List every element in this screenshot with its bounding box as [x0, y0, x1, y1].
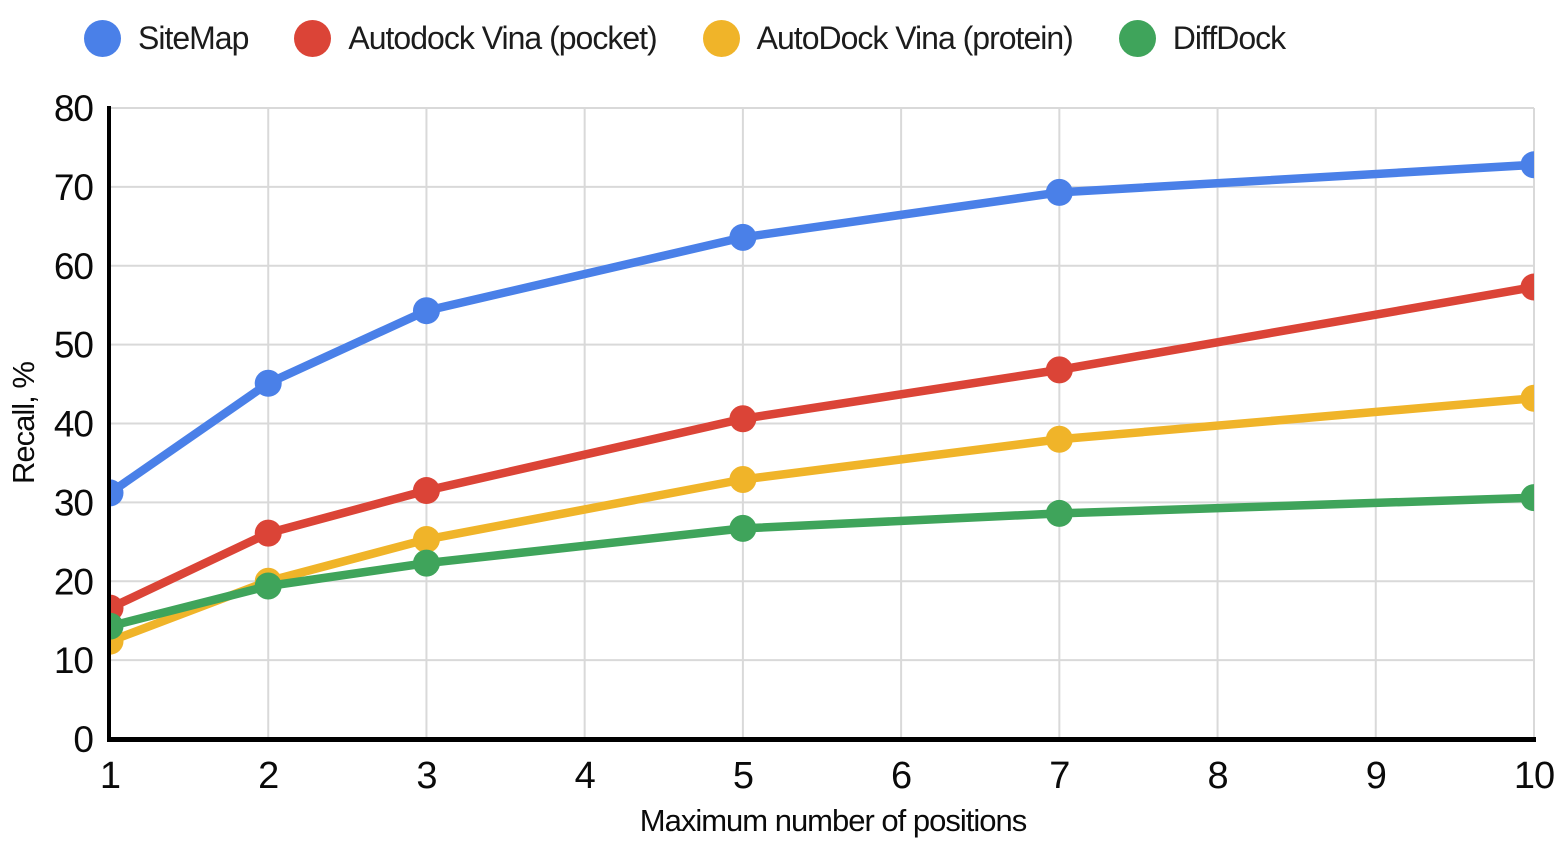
data-point-autodock-vina-protein-x10	[1520, 384, 1534, 412]
legend-item-autodock-vina-protein: AutoDock Vina (protein)	[702, 20, 1074, 57]
data-point-diffdock-x7	[1045, 499, 1073, 527]
data-point-diffdock-x2	[254, 572, 282, 600]
x-tick-label-5: 5	[733, 755, 753, 797]
legend-item-sitemap: SiteMap	[84, 20, 249, 57]
data-point-sitemap-x7	[1045, 178, 1073, 206]
x-tick-label-10: 10	[1514, 755, 1554, 797]
data-point-diffdock-x5	[729, 514, 757, 542]
y-tick-label-10: 10	[54, 640, 94, 681]
y-tick-label-80: 80	[54, 88, 94, 129]
gridlines	[110, 107, 1535, 739]
legend-item-autodock-vina-pocket: Autodock Vina (pocket)	[294, 20, 658, 57]
legend-label: Autodock Vina (pocket)	[348, 20, 657, 56]
x-tick-label-2: 2	[258, 755, 278, 797]
data-series	[110, 151, 1534, 655]
data-point-autodock-vina-pocket-x10	[1520, 273, 1534, 301]
series-line-diffdock	[110, 493, 1534, 631]
series-line-autodock-vina-pocket	[110, 282, 1534, 613]
x-axis-title: Maximum number of positions	[640, 803, 1027, 838]
legend-swatch-sitemap	[84, 20, 121, 57]
y-tick-label-40: 40	[54, 404, 94, 445]
x-tick-label-1: 1	[100, 755, 120, 797]
y-tick-label-70: 70	[54, 167, 94, 208]
data-point-sitemap-x1	[110, 479, 124, 507]
x-tick-label-4: 4	[575, 755, 596, 797]
y-tick-label-20: 20	[54, 561, 94, 602]
data-point-sitemap-x5	[729, 223, 757, 251]
data-point-sitemap-x10	[1520, 151, 1534, 179]
legend-item-diffdock: DiffDock	[1118, 20, 1286, 57]
legend-swatch-diffdock	[1118, 20, 1156, 57]
data-point-autodock-vina-pocket-x2	[254, 519, 282, 547]
data-point-autodock-vina-pocket-x7	[1045, 356, 1073, 384]
y-tick-label-60: 60	[54, 246, 94, 287]
data-point-sitemap-x3	[412, 297, 440, 325]
x-tick-label-8: 8	[1207, 755, 1227, 797]
x-tick-label-6: 6	[891, 755, 911, 797]
legend-label: DiffDock	[1172, 20, 1286, 56]
data-point-autodock-vina-pocket-x5	[729, 405, 757, 433]
data-point-sitemap-x2	[254, 369, 282, 397]
series-line-sitemap	[110, 160, 1534, 498]
legend-swatch-autodock-vina-pocket	[294, 20, 332, 57]
x-tick-label-9: 9	[1366, 755, 1386, 797]
data-point-autodock-vina-protein-x7	[1045, 425, 1073, 453]
y-axis-line	[107, 106, 111, 741]
x-axis-line	[107, 737, 1536, 742]
legend-label: SiteMap	[138, 20, 249, 56]
y-tick-label-30: 30	[54, 482, 94, 523]
data-point-diffdock-x10	[1520, 484, 1534, 512]
y-tick-label-50: 50	[54, 325, 94, 366]
y-axis-title: Recall, %	[6, 362, 41, 484]
data-point-autodock-vina-pocket-x3	[412, 477, 440, 505]
x-tick-label-7: 7	[1049, 755, 1069, 797]
data-point-diffdock-x3	[412, 549, 440, 577]
axis-lines	[107, 106, 1536, 742]
legend-swatch-autodock-vina-protein	[702, 20, 740, 57]
tick-labels: 0 10 20 30 40 50 60 70 80 1 2 3 4 5 6 7 8 9 10	[54, 88, 1555, 797]
y-tick-label-0: 0	[73, 719, 93, 760]
legend-label: AutoDock Vina (protein)	[756, 20, 1074, 56]
data-point-diffdock-x1	[110, 612, 124, 640]
data-point-autodock-vina-protein-x5	[729, 466, 757, 494]
x-tick-label-3: 3	[416, 755, 436, 797]
data-point-autodock-vina-protein-x3	[412, 525, 440, 553]
chart-legend: SiteMap Autodock Vina (pocket) AutoDock Vi…	[84, 20, 1286, 57]
